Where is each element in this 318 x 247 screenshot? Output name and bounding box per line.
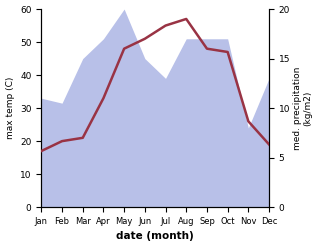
Y-axis label: med. precipitation
(kg/m2): med. precipitation (kg/m2) — [293, 66, 313, 150]
Y-axis label: max temp (C): max temp (C) — [5, 77, 15, 139]
X-axis label: date (month): date (month) — [116, 231, 194, 242]
